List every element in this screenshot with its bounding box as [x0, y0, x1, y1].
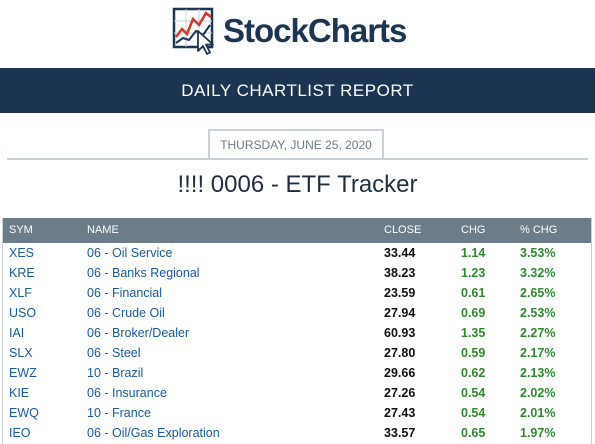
change-value: 0.65	[461, 426, 486, 440]
table-row: KIE 06 - Insurance 27.26 0.54 2.02%	[3, 383, 591, 403]
percent-change-value: 1.97%	[520, 426, 556, 440]
change-value: 0.54	[461, 386, 486, 400]
table-row: IAI 06 - Broker/Dealer 60.93 1.35 2.27%	[3, 323, 591, 343]
close-value: 27.43	[384, 406, 416, 420]
table-row: IEO 06 - Oil/Gas Exploration 33.57 0.65 …	[3, 423, 591, 443]
close-value: 23.59	[384, 286, 416, 300]
chartlist-title: !!!! 0006 - ETF Tracker	[177, 171, 418, 198]
symbol-link[interactable]: USO	[9, 306, 37, 320]
symbol-link[interactable]: EWZ	[9, 366, 37, 380]
report-date: THURSDAY, JUNE 25, 2020	[220, 138, 372, 152]
column-header-chg: CHG	[461, 224, 486, 236]
close-value: 27.80	[384, 346, 416, 360]
symbol-link[interactable]: IAI	[9, 326, 25, 340]
divider	[7, 158, 588, 160]
table-row: SLX 06 - Steel 27.80 0.59 2.17%	[3, 343, 591, 363]
close-value: 38.23	[384, 266, 416, 280]
percent-change-value: 2.13%	[520, 366, 556, 380]
symbol-link[interactable]: SLX	[9, 346, 33, 360]
close-value: 27.26	[384, 386, 416, 400]
symbol-link[interactable]: IEO	[9, 426, 31, 440]
change-value: 1.23	[461, 266, 486, 280]
change-value: 0.54	[461, 406, 486, 420]
chartlist-table: SYM NAME CLOSE CHG % CHG XES 06 - Oil Se…	[2, 218, 592, 444]
table-header: SYM NAME CLOSE CHG % CHG	[3, 218, 591, 243]
percent-change-value: 3.32%	[520, 266, 556, 280]
column-header-name: NAME	[87, 224, 119, 236]
percent-change-value: 2.01%	[520, 406, 556, 420]
change-value: 0.59	[461, 346, 486, 360]
stockcharts-logo-icon	[172, 7, 214, 55]
symbol-link[interactable]: XLF	[9, 286, 32, 300]
table-row: USO 06 - Crude Oil 27.94 0.69 2.53%	[3, 303, 591, 323]
change-value: 0.69	[461, 306, 486, 320]
logo-text: StockCharts	[223, 12, 407, 49]
logo-bar: StockCharts	[0, 0, 595, 68]
percent-change-value: 2.65%	[520, 286, 556, 300]
table-row: XLF 06 - Financial 23.59 0.61 2.65%	[3, 283, 591, 303]
symbol-link[interactable]: EWQ	[9, 406, 39, 420]
close-value: 33.57	[384, 426, 416, 440]
symbol-link[interactable]: XES	[9, 246, 35, 260]
name-link[interactable]: 06 - Insurance	[87, 386, 167, 400]
change-value: 1.14	[461, 246, 486, 260]
change-value: 0.62	[461, 366, 486, 380]
name-link[interactable]: 06 - Crude Oil	[87, 306, 165, 320]
close-value: 27.94	[384, 306, 416, 320]
close-value: 29.66	[384, 366, 416, 380]
name-link[interactable]: 10 - France	[87, 406, 151, 420]
symbol-link[interactable]: KRE	[9, 266, 35, 280]
percent-change-value: 2.53%	[520, 306, 556, 320]
table-row: EWQ 10 - France 27.43 0.54 2.01%	[3, 403, 591, 423]
close-value: 33.44	[384, 246, 416, 260]
name-link[interactable]: 06 - Oil Service	[87, 246, 173, 260]
report-date-box: THURSDAY, JUNE 25, 2020	[208, 129, 384, 159]
percent-change-value: 2.17%	[520, 346, 556, 360]
column-header-pct-chg: % CHG	[520, 224, 558, 236]
percent-change-value: 2.27%	[520, 326, 556, 340]
table-row: XES 06 - Oil Service 33.44 1.14 3.53%	[3, 243, 591, 263]
column-header-sym: SYM	[9, 224, 33, 236]
change-value: 0.61	[461, 286, 486, 300]
report-banner: DAILY CHARTLIST REPORT	[0, 68, 595, 113]
percent-change-value: 3.53%	[520, 246, 556, 260]
report-title: DAILY CHARTLIST REPORT	[181, 80, 414, 100]
percent-change-value: 2.02%	[520, 386, 556, 400]
column-header-close: CLOSE	[384, 224, 422, 236]
table-row: EWZ 10 - Brazil 29.66 0.62 2.13%	[3, 363, 591, 383]
name-link[interactable]: 06 - Financial	[87, 286, 163, 300]
change-value: 1.35	[461, 326, 486, 340]
table-row: KRE 06 - Banks Regional 38.23 1.23 3.32%	[3, 263, 591, 283]
name-link[interactable]: 06 - Steel	[87, 346, 141, 360]
name-link[interactable]: 06 - Banks Regional	[87, 266, 200, 280]
symbol-link[interactable]: KIE	[9, 386, 30, 400]
name-link[interactable]: 06 - Broker/Dealer	[87, 326, 190, 340]
name-link[interactable]: 10 - Brazil	[87, 366, 144, 380]
stockcharts-logo[interactable]: StockCharts	[172, 7, 407, 55]
close-value: 60.93	[384, 326, 416, 340]
name-link[interactable]: 06 - Oil/Gas Exploration	[87, 426, 220, 440]
